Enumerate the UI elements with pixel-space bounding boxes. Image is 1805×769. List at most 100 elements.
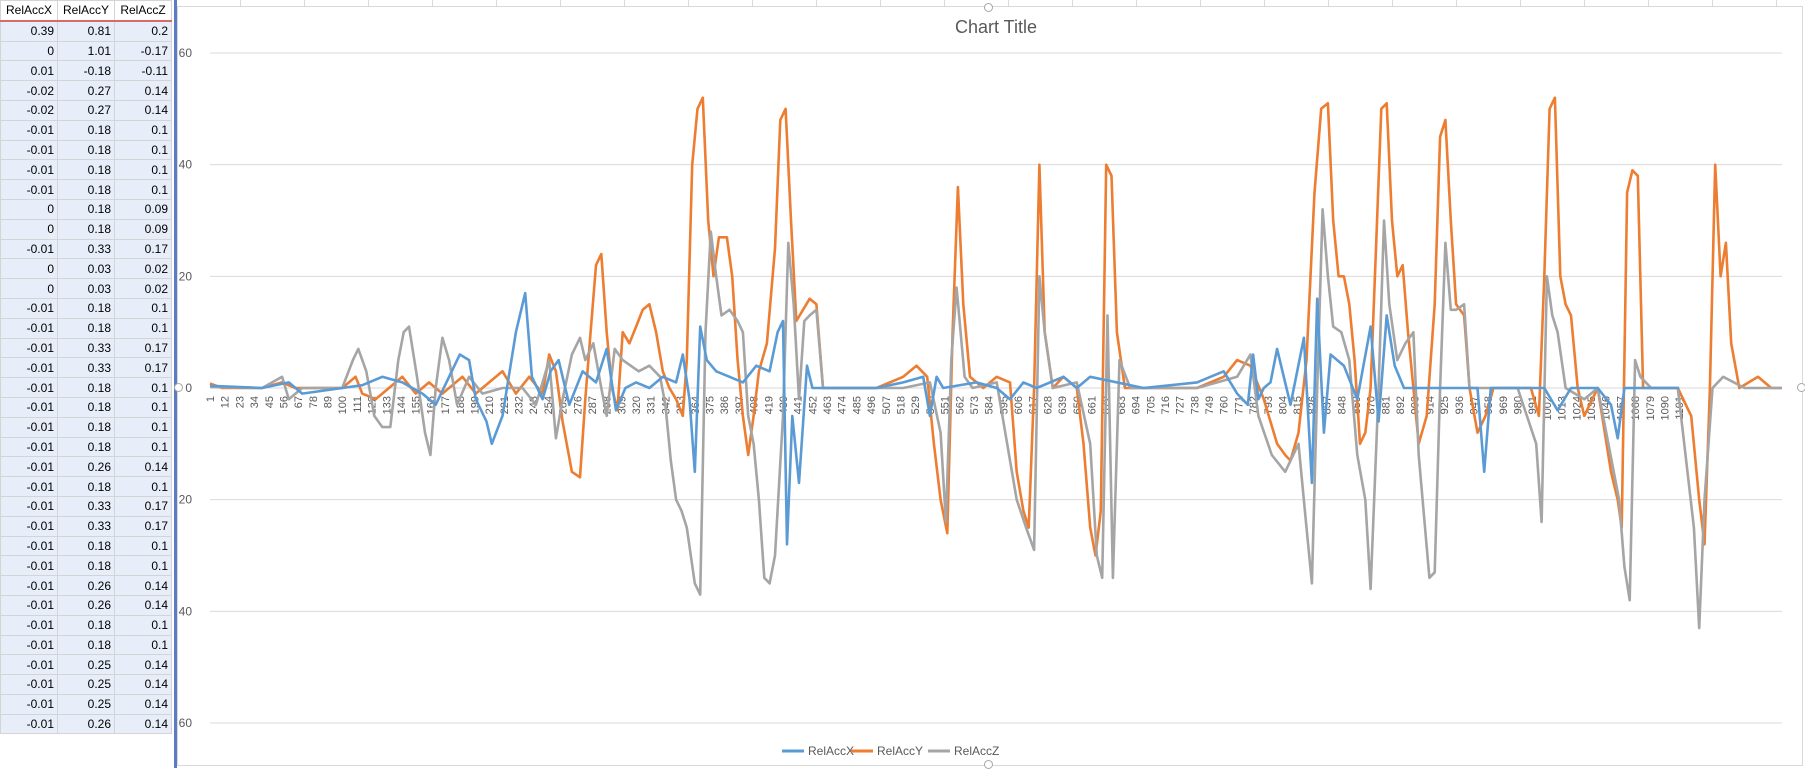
table-cell[interactable]: 0.33 [57,515,115,537]
table-cell[interactable]: 0.1 [114,159,172,181]
table-cell[interactable]: -0.01 [0,575,58,596]
table-cell[interactable]: 0.1 [114,535,172,557]
table-cell[interactable]: 0.03 [57,258,115,280]
table-cell[interactable]: 0.14 [114,674,172,695]
table-cell[interactable]: 0.1 [114,297,172,319]
table-cell[interactable]: -0.01 [0,535,58,557]
table-cell[interactable]: 0.1 [114,436,172,458]
table-cell[interactable]: 0.1 [114,179,172,200]
table-cell[interactable]: -0.11 [114,60,172,82]
table-cell[interactable]: -0.01 [0,654,58,676]
table-cell[interactable]: 0 [0,40,58,62]
table-cell[interactable]: -0.01 [0,119,58,141]
table-cell[interactable]: 0.17 [114,337,172,359]
table-cell[interactable]: 0.18 [57,218,115,240]
table-cell[interactable]: -0.01 [0,179,58,200]
table-cell[interactable]: 0.33 [57,495,115,517]
table-cell[interactable]: 0.18 [57,535,115,557]
table-cell[interactable]: 0.18 [57,297,115,319]
table-cell[interactable]: -0.17 [114,40,172,62]
table-cell[interactable]: 0.18 [57,317,115,339]
table-cell[interactable]: 0.81 [57,20,115,42]
table-cell[interactable]: 0.1 [114,396,172,418]
chart-legend[interactable]: RelAccX RelAccY RelAccZ [782,744,999,758]
table-cell[interactable]: 0.09 [114,198,172,220]
table-cell[interactable]: -0.02 [0,99,58,121]
table-cell[interactable]: 0 [0,278,58,299]
table-cell[interactable]: -0.01 [0,495,58,517]
table-cell[interactable]: -0.01 [0,674,58,695]
table-cell[interactable]: 0.1 [114,634,172,656]
table-cell[interactable]: -0.01 [0,377,58,398]
table-cell[interactable]: -0.01 [0,456,58,478]
table-cell[interactable]: -0.01 [0,555,58,577]
table-cell[interactable]: 0.26 [57,456,115,478]
table-cell[interactable]: 0.25 [57,674,115,695]
table-cell[interactable]: -0.18 [57,60,115,82]
table-cell[interactable]: 0.18 [57,119,115,141]
table-cell[interactable]: 0.14 [114,713,172,735]
column-header[interactable]: RelAccX [0,0,58,22]
table-cell[interactable]: 0.26 [57,575,115,596]
table-cell[interactable]: 0.33 [57,238,115,260]
chart-resize-handle-left[interactable] [174,383,183,392]
table-cell[interactable]: 0.1 [114,614,172,636]
table-cell[interactable]: 0.18 [57,139,115,161]
table-cell[interactable]: -0.01 [0,436,58,458]
table-cell[interactable]: 0.18 [57,614,115,636]
table-cell[interactable]: 0 [0,218,58,240]
table-cell[interactable]: 0.1 [114,555,172,577]
table-cell[interactable]: 0.33 [57,357,115,379]
spreadsheet-data-range[interactable]: RelAccX RelAccY RelAccZ 0.39 0.81 0.2 0 1.01… [0,0,177,768]
table-cell[interactable]: 0.17 [114,515,172,537]
table-cell[interactable]: 0.27 [57,99,115,121]
table-cell[interactable]: 0.02 [114,278,172,299]
table-cell[interactable]: -0.01 [0,317,58,339]
table-cell[interactable]: 1.01 [57,40,115,62]
table-cell[interactable]: 0.18 [57,416,115,438]
table-cell[interactable]: -0.01 [0,357,58,379]
table-cell[interactable]: 0.18 [57,198,115,220]
table-cell[interactable]: -0.01 [0,337,58,359]
table-cell[interactable]: 0.1 [114,476,172,497]
table-cell[interactable]: 0.1 [114,416,172,438]
table-cell[interactable]: 0.14 [114,594,172,616]
table-cell[interactable]: 0.14 [114,693,172,715]
table-cell[interactable]: 0.14 [114,80,172,101]
table-cell[interactable]: 0.25 [57,693,115,715]
chart-resize-handle-right[interactable] [1797,383,1805,392]
table-cell[interactable]: 0.33 [57,337,115,359]
table-cell[interactable]: 0.14 [114,575,172,596]
table-cell[interactable]: 0.18 [57,377,115,398]
table-cell[interactable]: 0.14 [114,654,172,676]
table-cell[interactable]: -0.01 [0,634,58,656]
table-cell[interactable]: 0.18 [57,396,115,418]
table-cell[interactable]: 0.26 [57,713,115,735]
table-cell[interactable]: -0.01 [0,693,58,715]
table-cell[interactable]: 0.25 [57,654,115,676]
table-cell[interactable]: 0.14 [114,99,172,121]
table-cell[interactable]: 0 [0,198,58,220]
table-cell[interactable]: 0.17 [114,495,172,517]
table-cell[interactable]: 0.14 [114,456,172,478]
line-chart[interactable]: Chart Title6040200-20-40-601122334455667… [174,3,1805,769]
table-cell[interactable]: 0.18 [57,159,115,181]
table-cell[interactable]: -0.01 [0,594,58,616]
chart-resize-handle-top[interactable] [984,3,993,12]
table-cell[interactable]: 0.01 [0,60,58,82]
table-cell[interactable]: -0.01 [0,139,58,161]
table-cell[interactable]: 0.18 [57,179,115,200]
table-cell[interactable]: 0.39 [0,20,58,42]
table-cell[interactable]: 0.09 [114,218,172,240]
table-cell[interactable]: 0.02 [114,258,172,280]
table-cell[interactable]: -0.01 [0,476,58,497]
table-cell[interactable]: 0.2 [114,20,172,42]
chart-title[interactable]: Chart Title [955,17,1037,37]
table-cell[interactable]: -0.01 [0,515,58,537]
table-cell[interactable]: 0.18 [57,436,115,458]
table-cell[interactable]: 0.27 [57,80,115,101]
column-header[interactable]: RelAccY [57,0,115,22]
series-line-relaccz[interactable] [209,208,1782,630]
table-cell[interactable]: -0.01 [0,713,58,735]
table-cell[interactable]: 0.17 [114,238,172,260]
